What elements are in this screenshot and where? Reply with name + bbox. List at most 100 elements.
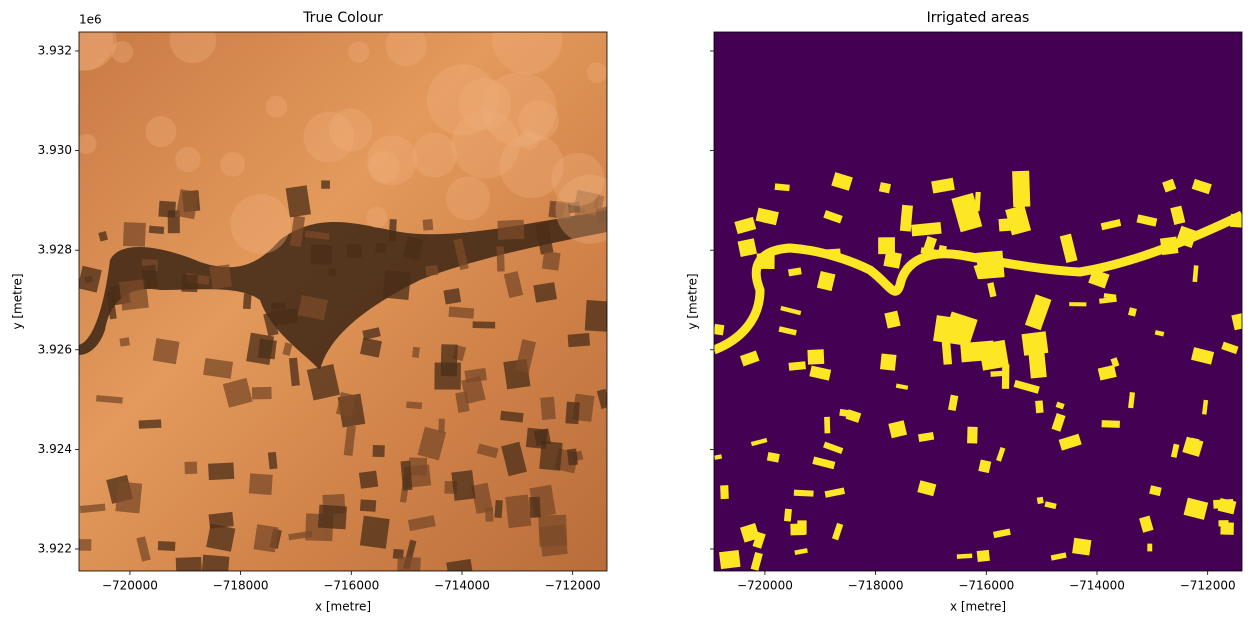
image-texture bbox=[992, 528, 1011, 539]
image-texture bbox=[222, 377, 253, 408]
image-texture bbox=[440, 344, 458, 377]
image-texture bbox=[1229, 213, 1242, 228]
image-texture bbox=[1100, 218, 1122, 231]
image-texture bbox=[321, 180, 330, 189]
image-texture bbox=[1110, 357, 1120, 368]
image-texture bbox=[1088, 268, 1110, 289]
image-texture bbox=[79, 265, 102, 293]
image-texture bbox=[565, 401, 580, 425]
image-texture bbox=[111, 41, 134, 63]
image-texture bbox=[372, 444, 385, 458]
y-tick-label: 3.928 bbox=[38, 243, 72, 257]
image-texture bbox=[272, 308, 299, 326]
image-texture bbox=[367, 151, 400, 184]
image-texture bbox=[1191, 347, 1215, 365]
image-texture bbox=[787, 267, 802, 277]
image-texture bbox=[976, 549, 990, 563]
image-texture bbox=[184, 461, 198, 475]
image-texture bbox=[136, 536, 151, 562]
image-texture bbox=[518, 100, 559, 141]
image-texture bbox=[451, 470, 476, 501]
image-texture bbox=[346, 243, 363, 258]
image-texture bbox=[948, 394, 959, 412]
image-texture bbox=[385, 32, 427, 67]
image-texture bbox=[888, 420, 908, 439]
image-texture bbox=[1101, 420, 1120, 428]
image-texture bbox=[1191, 178, 1212, 195]
image-texture bbox=[821, 248, 841, 257]
image-texture bbox=[1128, 392, 1136, 409]
image-texture bbox=[794, 548, 808, 555]
image-texture bbox=[714, 454, 723, 460]
image-texture bbox=[396, 556, 421, 571]
image-texture bbox=[895, 383, 909, 390]
image-texture bbox=[1170, 205, 1186, 225]
image-texture bbox=[1051, 413, 1066, 432]
image-texture bbox=[584, 300, 607, 332]
image-texture bbox=[443, 288, 462, 305]
image-texture bbox=[567, 333, 591, 348]
image-texture bbox=[203, 357, 234, 379]
image-texture bbox=[220, 151, 246, 177]
image-texture bbox=[115, 481, 143, 514]
image-texture bbox=[422, 218, 434, 231]
image-texture bbox=[917, 480, 937, 497]
image-texture bbox=[737, 238, 758, 258]
image-texture bbox=[548, 200, 571, 219]
image-texture bbox=[566, 448, 578, 466]
axes-frame bbox=[78, 31, 608, 572]
image-texture bbox=[494, 499, 503, 518]
image-texture bbox=[145, 115, 177, 148]
image-texture bbox=[446, 558, 475, 571]
image-texture bbox=[366, 206, 388, 228]
image-texture bbox=[505, 494, 532, 529]
image-texture bbox=[899, 204, 913, 232]
image-texture bbox=[297, 295, 328, 321]
image-texture bbox=[883, 250, 902, 269]
image-texture bbox=[879, 353, 897, 371]
image-texture bbox=[317, 504, 347, 530]
image-texture bbox=[529, 496, 541, 518]
image-texture bbox=[208, 462, 235, 481]
y-tick-label: 3.932 bbox=[38, 43, 72, 57]
image-texture bbox=[267, 451, 278, 470]
image-texture bbox=[1218, 520, 1229, 527]
image-texture bbox=[1128, 307, 1137, 317]
image-texture bbox=[79, 503, 106, 514]
image-texture bbox=[987, 282, 997, 298]
irrigated-image bbox=[714, 32, 1242, 571]
chart-title: True Colour bbox=[302, 10, 383, 26]
x-axis-label: x [metre] bbox=[315, 600, 371, 614]
image-texture bbox=[417, 426, 447, 461]
image-texture bbox=[783, 508, 792, 522]
image-texture bbox=[1024, 294, 1052, 331]
image-texture bbox=[878, 182, 891, 194]
image-texture bbox=[593, 194, 605, 211]
image-texture bbox=[1097, 364, 1117, 381]
image-texture bbox=[967, 426, 978, 444]
image-texture bbox=[497, 219, 525, 240]
image-texture bbox=[119, 279, 149, 311]
image-texture bbox=[1154, 330, 1165, 337]
y-tick-label: 3.924 bbox=[38, 442, 72, 456]
image-texture bbox=[1147, 543, 1153, 552]
image-texture bbox=[448, 306, 475, 319]
image-texture bbox=[98, 231, 108, 242]
image-texture bbox=[755, 207, 779, 226]
image-texture bbox=[388, 219, 397, 242]
image-texture bbox=[119, 337, 130, 347]
image-texture bbox=[774, 183, 790, 192]
image-texture bbox=[288, 357, 300, 387]
image-texture bbox=[923, 235, 938, 253]
image-texture bbox=[567, 201, 581, 214]
image-texture bbox=[251, 386, 272, 400]
image-texture bbox=[362, 327, 381, 340]
image-texture bbox=[750, 551, 763, 571]
image-texture bbox=[343, 425, 356, 456]
image-texture bbox=[403, 236, 424, 261]
x-tick-label: −714000 bbox=[1069, 579, 1125, 593]
image-texture bbox=[453, 238, 469, 271]
image-texture bbox=[1099, 296, 1117, 304]
image-texture bbox=[304, 230, 330, 240]
